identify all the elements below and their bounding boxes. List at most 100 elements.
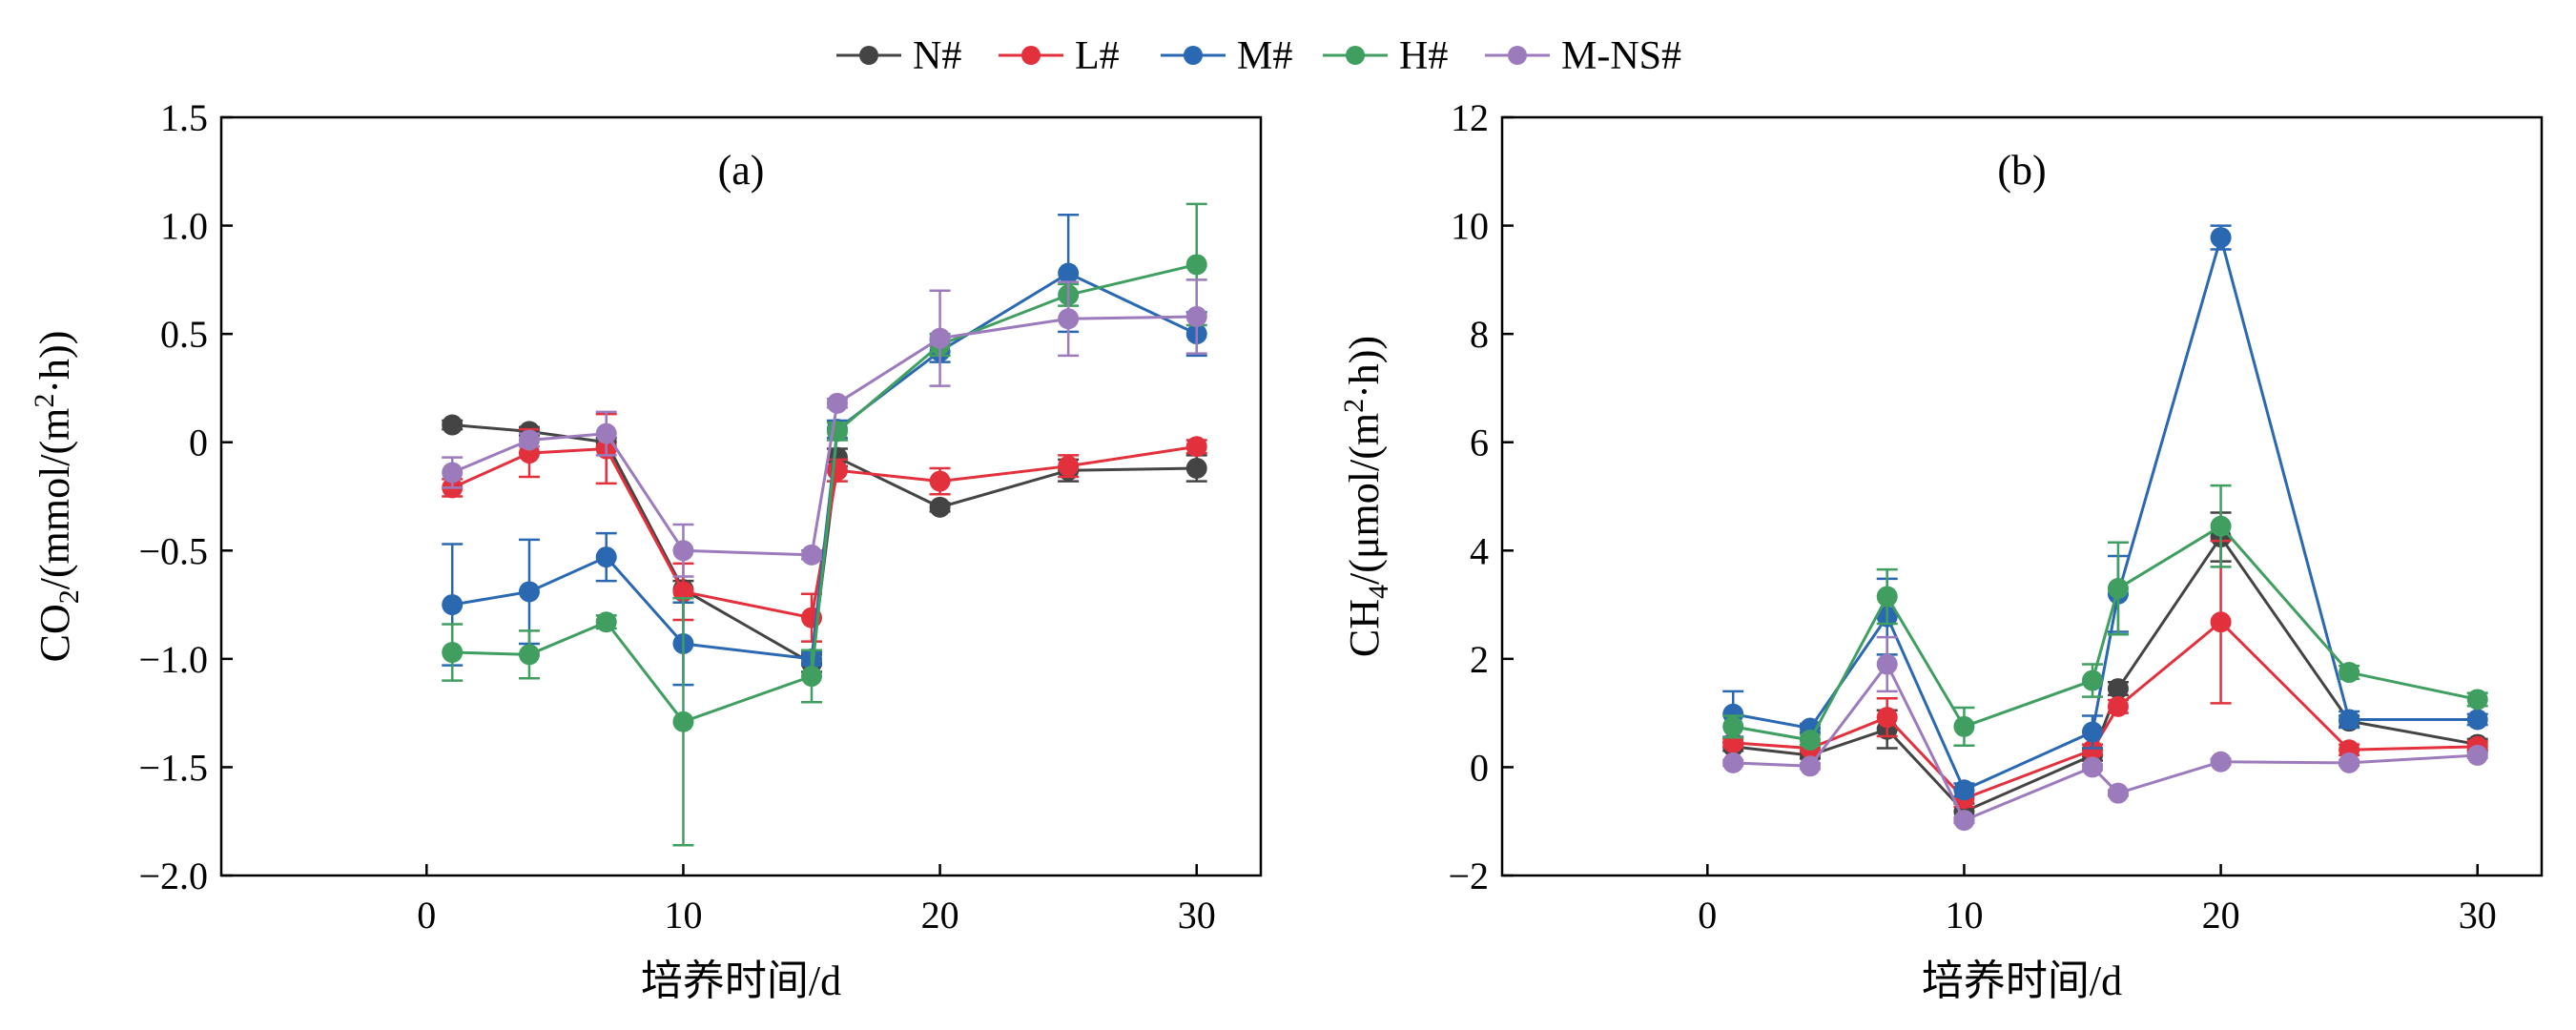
data-point xyxy=(1185,305,1207,327)
legend-item-1: L# xyxy=(999,34,1120,78)
legend-item-2: M# xyxy=(1161,34,1292,78)
data-point xyxy=(2466,709,2488,731)
y-tick-label: 0 xyxy=(1470,746,1489,789)
x-tick-label: 30 xyxy=(1178,894,1216,937)
data-point xyxy=(2339,709,2360,731)
series-1 xyxy=(1722,539,2488,810)
data-point xyxy=(1058,308,1080,330)
y-tick-label: −1.5 xyxy=(138,746,208,789)
legend: N# L# M# H# M-NS# xyxy=(836,34,1681,78)
data-point xyxy=(2107,678,2129,700)
data-point xyxy=(826,460,848,482)
data-point xyxy=(2082,739,2104,761)
legend-swatch-marker xyxy=(859,46,878,65)
data-point xyxy=(2082,721,2104,743)
y-tick-label: 12 xyxy=(1451,96,1489,139)
data-point xyxy=(929,327,951,349)
data-point xyxy=(2210,751,2232,772)
data-point xyxy=(2339,662,2360,684)
y-axis-label: CO2/(mmol/(m2·h)) xyxy=(29,331,85,663)
data-point xyxy=(1722,752,1744,773)
series-2 xyxy=(442,213,1207,687)
data-point xyxy=(929,496,951,518)
panel-tag: (b) xyxy=(1997,147,2046,194)
data-point xyxy=(1185,254,1207,276)
legend-label: M-NS# xyxy=(1561,34,1681,78)
y-axis-label-main: CO xyxy=(31,604,78,662)
legend-swatch-marker xyxy=(1184,46,1203,65)
y-axis-label-end: ·h)) xyxy=(1341,336,1388,399)
data-point xyxy=(2107,578,2129,600)
series-line xyxy=(452,262,1198,724)
data-point xyxy=(442,462,464,484)
data-point xyxy=(2466,744,2488,766)
y-tick-label: 1.0 xyxy=(160,205,208,248)
data-point xyxy=(1722,715,1744,737)
data-point xyxy=(518,429,540,451)
data-point xyxy=(1876,653,1898,675)
data-point xyxy=(2210,611,2232,633)
data-point xyxy=(672,711,694,732)
x-axis-label: 培养时间/d xyxy=(641,958,841,1004)
data-point xyxy=(2107,695,2129,717)
panel-b: 0 10 20 30−2024681012培养时间/dCH4/(μmol/(m2·h)… xyxy=(1338,96,2544,1004)
data-point xyxy=(595,611,617,633)
legend-item-4: M-NS# xyxy=(1485,34,1681,78)
data-point xyxy=(1185,457,1207,479)
data-point xyxy=(1799,730,1821,752)
x-tick-label: 10 xyxy=(1945,894,1983,937)
series-line xyxy=(451,315,1197,557)
data-point xyxy=(1185,436,1207,458)
x-tick-label: 20 xyxy=(921,894,959,937)
series-2 xyxy=(1722,224,2488,801)
y-tick-label: 0.5 xyxy=(160,313,208,356)
data-point xyxy=(1876,707,1898,729)
data-point xyxy=(672,581,694,603)
data-point xyxy=(1876,586,1898,608)
x-axis-label: 培养时间/d xyxy=(1922,958,2122,1004)
x-tick-label: 10 xyxy=(664,894,702,937)
series-3 xyxy=(1722,484,2488,752)
y-tick-label: 6 xyxy=(1470,422,1489,464)
plot-frame xyxy=(219,115,1263,877)
data-point xyxy=(672,540,694,562)
data-point xyxy=(2210,227,2232,249)
data-point xyxy=(518,644,540,666)
x-tick-label: 0 xyxy=(417,894,436,937)
data-point xyxy=(801,666,823,688)
data-point xyxy=(1799,755,1821,777)
legend-swatch-marker xyxy=(1021,46,1041,65)
legend-item-3: H# xyxy=(1323,34,1448,78)
y-axis-label-sub: 2 xyxy=(53,589,85,604)
data-point xyxy=(2082,756,2104,778)
data-point xyxy=(826,392,848,414)
y-axis-label: CH4/(μmol/(m2·h)) xyxy=(1338,336,1394,657)
data-point xyxy=(2466,689,2488,711)
y-tick-label: −2.0 xyxy=(138,855,208,897)
legend-item-0: N# xyxy=(836,34,961,78)
data-point xyxy=(1058,455,1080,477)
y-axis-label-main: CH xyxy=(1341,599,1388,657)
data-point xyxy=(595,546,617,568)
data-point xyxy=(929,470,951,492)
panel-tag: (a) xyxy=(718,147,765,194)
data-point xyxy=(801,544,823,566)
series-1 xyxy=(442,412,1207,643)
series-3 xyxy=(442,202,1207,847)
data-point xyxy=(518,581,540,603)
legend-swatch-marker xyxy=(1508,46,1527,65)
data-point xyxy=(1953,779,1975,801)
y-tick-label: −2 xyxy=(1448,855,1489,897)
series-line xyxy=(1732,232,2478,793)
data-point xyxy=(442,414,464,436)
y-tick-label: 8 xyxy=(1470,313,1489,356)
y-axis-label-rest: /(mmol/(m xyxy=(31,408,78,590)
series-4 xyxy=(442,278,1207,578)
data-point xyxy=(2339,752,2360,773)
data-point xyxy=(595,422,617,444)
y-tick-label: 10 xyxy=(1451,205,1489,248)
panel-a: 0 10 20 30 −2.0 −1.5 −1.0 −0.5 0 0.5 1.0 1.5 培养时间/d C… xyxy=(29,96,1263,1004)
y-axis-label-rest: /(μmol/(m xyxy=(1341,413,1388,585)
series-4 xyxy=(1722,635,2488,832)
